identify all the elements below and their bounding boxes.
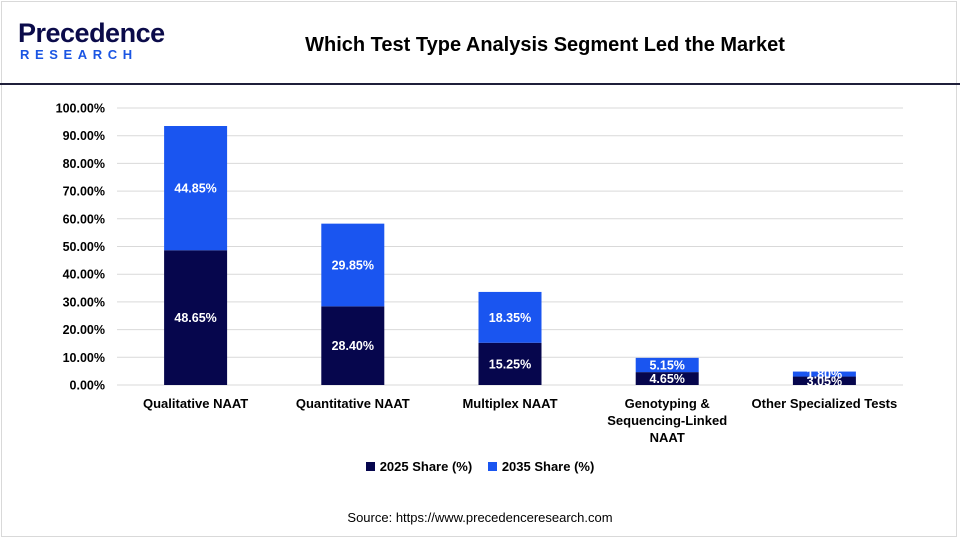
bar-2035 — [164, 126, 228, 251]
legend-swatch-2025 — [365, 462, 375, 471]
data-label: 44.85% — [174, 182, 216, 196]
legend-swatch-2035 — [487, 462, 497, 471]
x-tick-label: Other Specialized Tests — [752, 396, 898, 411]
y-tick-label: 80.00% — [63, 157, 105, 171]
header: Precedence RESEARCH Which Test Type Anal… — [0, 0, 960, 84]
bar-2035 — [792, 371, 856, 377]
chart-legend: 2025 Share (%) 2035 Share (%) — [0, 459, 960, 474]
chart-title: Which Test Type Analysis Segment Led the… — [305, 34, 785, 56]
logo-subtitle: RESEARCH — [20, 47, 138, 62]
bar-2025 — [321, 306, 385, 385]
data-label: 48.65% — [174, 311, 216, 325]
brand-logo[interactable]: Precedence RESEARCH — [18, 18, 168, 64]
data-label: 28.40% — [332, 339, 374, 353]
y-tick-label: 70.00% — [63, 185, 105, 199]
bar-2025 — [478, 342, 542, 385]
stacked-bar-chart: 0.00% 10.00% 20.00% 30.00% 40.00% 50.00% 60.00… — [56, 102, 903, 445]
y-tick-label: 30.00% — [63, 295, 105, 309]
legend-label-2025: 2025 Share (%) — [379, 459, 473, 474]
data-label: 4.65% — [649, 372, 684, 386]
legend-item-2025: 2025 Share (%) — [365, 459, 473, 474]
y-tick-label: 50.00% — [63, 240, 105, 254]
legend-item-2035: 2035 Share (%) — [487, 459, 595, 474]
bar-2025 — [164, 250, 228, 385]
y-tick-label: 90.00% — [63, 129, 105, 143]
data-label: 1.80% — [807, 368, 842, 382]
x-tick-label: Sequencing-Linked — [607, 413, 727, 428]
data-label: 15.25% — [489, 357, 531, 371]
x-tick-label: Genotyping & — [625, 396, 710, 411]
x-tick-label: Quantitative NAAT — [296, 396, 410, 411]
bar-2035 — [635, 357, 699, 373]
bar-2025 — [635, 372, 699, 385]
x-tick-label: Multiplex NAAT — [462, 396, 557, 411]
bar-2025 — [792, 376, 856, 385]
source-note: Source: https://www.precedenceresearch.c… — [347, 510, 613, 525]
legend-label-2035: 2035 Share (%) — [501, 459, 595, 474]
bar-2035 — [321, 223, 385, 307]
y-tick-label: 20.00% — [63, 323, 105, 337]
x-tick-label: Qualitative NAAT — [143, 396, 248, 411]
y-tick-label: 10.00% — [63, 351, 105, 365]
data-label: 18.35% — [489, 311, 531, 325]
logo-wordmark: Precedence — [18, 18, 165, 48]
y-tick-label: 100.00% — [56, 102, 105, 116]
data-label: 3.05% — [807, 374, 842, 388]
bar-2035 — [478, 291, 542, 343]
y-tick-label: 60.00% — [63, 212, 105, 226]
data-label: 29.85% — [332, 258, 374, 272]
y-tick-label: 0.00% — [70, 379, 105, 393]
data-label: 5.15% — [649, 358, 684, 372]
y-tick-label: 40.00% — [63, 268, 105, 282]
header-divider — [0, 83, 960, 85]
x-tick-label: NAAT — [650, 430, 685, 445]
